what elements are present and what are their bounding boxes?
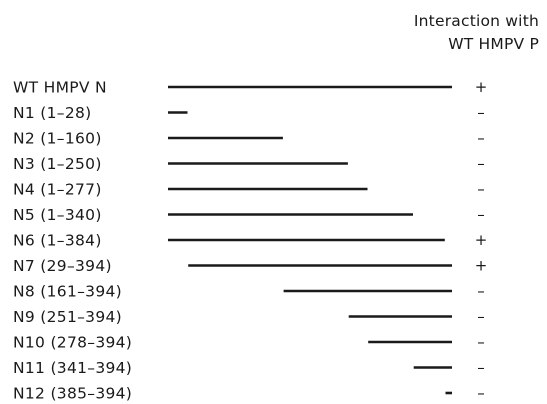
header-line-1: Interaction with	[413, 12, 539, 30]
interaction-positive-mark: +	[475, 231, 488, 249]
interaction-negative-mark: –	[477, 155, 485, 173]
interaction-positive-mark: +	[475, 78, 488, 96]
interaction-positive-mark: +	[475, 257, 488, 275]
construct-label: N1 (1–28)	[13, 104, 92, 122]
construct-label: N10 (278–394)	[13, 334, 132, 352]
construct-label: N9 (251–394)	[13, 308, 122, 326]
construct-label: WT HMPV N	[13, 79, 107, 97]
construct-label: N5 (1–340)	[13, 206, 102, 224]
construct-label: N8 (161–394)	[13, 283, 122, 301]
interaction-header: Interaction with WT HMPV P	[414, 10, 539, 56]
interaction-negative-mark: –	[477, 359, 485, 377]
construct-label: N4 (1–277)	[13, 181, 102, 199]
construct-label: N3 (1–250)	[13, 155, 102, 173]
interaction-negative-mark: –	[477, 333, 485, 351]
interaction-negative-mark: –	[477, 180, 485, 198]
construct-label: N6 (1–384)	[13, 232, 102, 250]
header-line-2: WT HMPV P	[448, 35, 539, 53]
interaction-negative-mark: –	[477, 129, 485, 147]
construct-label: N2 (1–160)	[13, 130, 102, 148]
construct-label: N12 (385–394)	[13, 385, 132, 403]
interaction-negative-mark: –	[477, 308, 485, 326]
construct-label: N11 (341–394)	[13, 359, 132, 377]
interaction-negative-mark: –	[477, 206, 485, 224]
interaction-negative-mark: –	[477, 384, 485, 402]
interaction-negative-mark: –	[477, 282, 485, 300]
construct-label: N7 (29–394)	[13, 257, 112, 275]
interaction-negative-mark: –	[477, 104, 485, 122]
